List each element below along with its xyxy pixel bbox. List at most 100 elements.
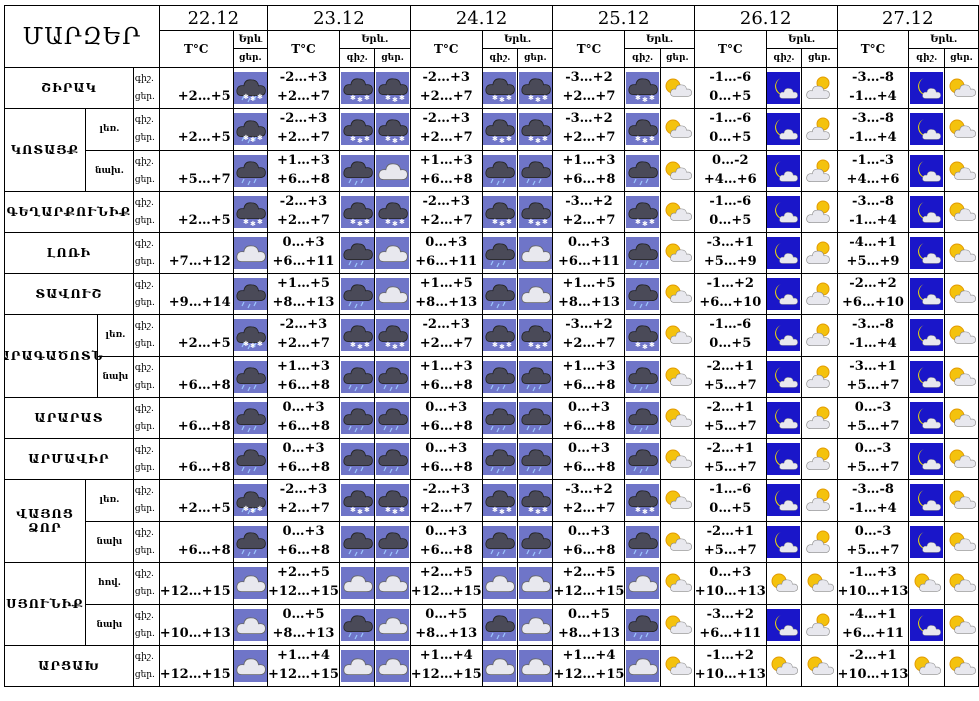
cloud-sun-icon (802, 360, 836, 393)
period-labels: գիշ. ցեր. (132, 645, 160, 687)
sun-cloud-icon (945, 154, 978, 187)
subregion-name: նախ (98, 355, 133, 397)
temp-night: -2…+3 (422, 194, 470, 209)
temp-night: 0…+3 (282, 441, 325, 456)
svg-text:✱: ✱ (649, 218, 655, 226)
weather-icon-cell (801, 603, 838, 646)
cloud-icon (518, 608, 552, 641)
sun-cloud-icon (945, 525, 978, 558)
svg-text:✱: ✱ (535, 96, 541, 104)
weather-icon-cell (517, 520, 554, 563)
cloud-sun-icon (802, 72, 836, 104)
temp-day: +2…+7 (419, 213, 473, 228)
svg-text:✱: ✱ (642, 137, 648, 145)
temp-night: 0…+5 (425, 606, 468, 622)
weather-icon-cell (943, 67, 979, 109)
weather-icon-cell (481, 149, 519, 192)
temp-night: 0…+3 (567, 523, 610, 539)
temp-day: +12…+15 (553, 667, 625, 682)
moon-cloud-icon (767, 154, 801, 187)
svg-text:✱: ✱ (257, 340, 263, 348)
weather-icon-cell (943, 520, 979, 563)
temp-cell: +1…+4 +12…+15 (409, 645, 483, 687)
weather-icon-cell (801, 67, 838, 109)
temp-day: +7…+12 (168, 254, 231, 269)
sun-cloud-icon (661, 196, 694, 228)
cloud-rain-icon (626, 608, 660, 641)
temp-day: +6…+11 (557, 254, 620, 269)
temp-day: +12…+15 (410, 667, 482, 682)
temp-day: +5…+7 (177, 171, 231, 187)
weather-icon-cell: ✱ ✱ ✱ (338, 191, 376, 233)
weather-icon-cell (624, 603, 661, 646)
svg-text:✱: ✱ (250, 220, 256, 228)
temp-cell: +2…+5 (158, 108, 234, 151)
moon-cloud-icon (910, 608, 944, 641)
weather-icon-cell (481, 273, 519, 315)
table-row: գիշ. ցեր. +5…+7 +1…+3 +6…+8 +1…+3 +6…+8 +1…+3 +6… (5, 149, 979, 192)
temp-cell: -2…+3 +2…+7 (409, 314, 483, 357)
weather-icon-cell (659, 562, 695, 605)
cloud-snow-icon: ✱ ✱ ✱ (483, 196, 517, 228)
region-name: ԱՐՑԱԽ (4, 645, 134, 687)
weather-icon-cell: ✱ ✱ ✱ (374, 67, 411, 109)
temp-cell: +2…+5 +12…+15 (267, 562, 340, 605)
cloud-icon (518, 650, 552, 682)
weather-icon-cell: ✱ ✱ ✱ (624, 67, 661, 109)
weather-icon-cell (232, 232, 269, 274)
cloud-rain-icon (518, 525, 552, 558)
temp-night: 0…+3 (425, 441, 468, 456)
sun-cloud-icon (661, 360, 694, 393)
day-label: ցեր. (134, 133, 155, 144)
cloud-icon (376, 278, 410, 310)
weather-icon-cell: ✱ ✱ ✱ (517, 479, 554, 522)
cloud-snow-icon: ✱ ✱ ✱ (518, 113, 552, 146)
table-row: ՏԱՎՈՒՇ գիշ. ցեր. +9…+14 +1…+5 +8…+13 +1…+5 +8…+… (4, 273, 979, 315)
sun-cloud-icon (945, 484, 978, 517)
day-label: ցեր. (134, 628, 155, 639)
sun-cloud-icon (661, 237, 694, 269)
weather-icon-cell (659, 397, 695, 439)
temp-cell: 0…+3 +6…+8 (267, 397, 340, 439)
weather-icon-cell (232, 397, 269, 439)
temp-day: +6…+8 (419, 542, 473, 558)
temp-cell: +1…+4 +12…+15 (267, 645, 340, 687)
svg-text:✱: ✱ (635, 135, 641, 143)
temp-night: -3…+2 (565, 482, 613, 498)
weather-icon-cell (624, 562, 661, 605)
temp-cell: 0…+5 +8…+13 (552, 603, 626, 646)
temp-day: +6…+8 (419, 460, 473, 475)
day-header: ցեր. (801, 48, 838, 68)
weather-icon-cell: ✱ ✱ ✱ (338, 479, 376, 522)
temp-night: +1…+3 (419, 152, 473, 168)
cloud-rain-icon (626, 154, 660, 187)
weather-icon-cell (765, 479, 803, 522)
table-row: ՎԱՅՈՑ ՁՈՐ լեռ. նախ գիշ. ցեր. +2…+5 ✱ ✱ ✱ -2…+3 +… (4, 479, 979, 563)
region-cell: ՍՅՈՒՆԻՔ հով. նախ (4, 562, 134, 646)
svg-text:✱: ✱ (385, 218, 391, 226)
cloud-rain-icon (234, 443, 267, 475)
sun-cloud-icon (945, 113, 978, 146)
temp-cell: -1…-3 +4…+6 (836, 149, 910, 192)
temp-day: +8…+13 (415, 295, 478, 310)
weather-icon-cell (659, 355, 695, 398)
temp-cell: -2…+1 +5…+7 (693, 438, 767, 480)
moon-cloud-icon (910, 484, 944, 517)
weather-icon-cell (338, 149, 376, 192)
temp-header: T°C (836, 30, 910, 68)
moon-cloud-icon (767, 319, 801, 352)
night-header: գիշ. (765, 48, 803, 68)
svg-text:✱: ✱ (392, 137, 398, 145)
night-label: գիշ. (134, 239, 154, 249)
temp-day: +2…+7 (277, 213, 330, 228)
day-label: ցեր. (134, 545, 155, 556)
weather-icon-cell (908, 479, 945, 522)
moon-cloud-icon (767, 443, 801, 475)
period-labels: գիշ. ցեր. (132, 191, 160, 233)
temp-night: -1…-6 (709, 317, 752, 333)
period-labels: գիշ. ցեր. (132, 479, 160, 522)
cloud-rain-icon (340, 525, 374, 558)
weather-icon-cell (481, 603, 519, 646)
table-row: ԱՐԱՐԱՏ գիշ. ցեր. +6…+8 0…+3 +6…+8 0…+3 +6…+8 0…+… (4, 397, 979, 439)
temp-cell: -2…+1 +5…+7 (693, 355, 767, 398)
